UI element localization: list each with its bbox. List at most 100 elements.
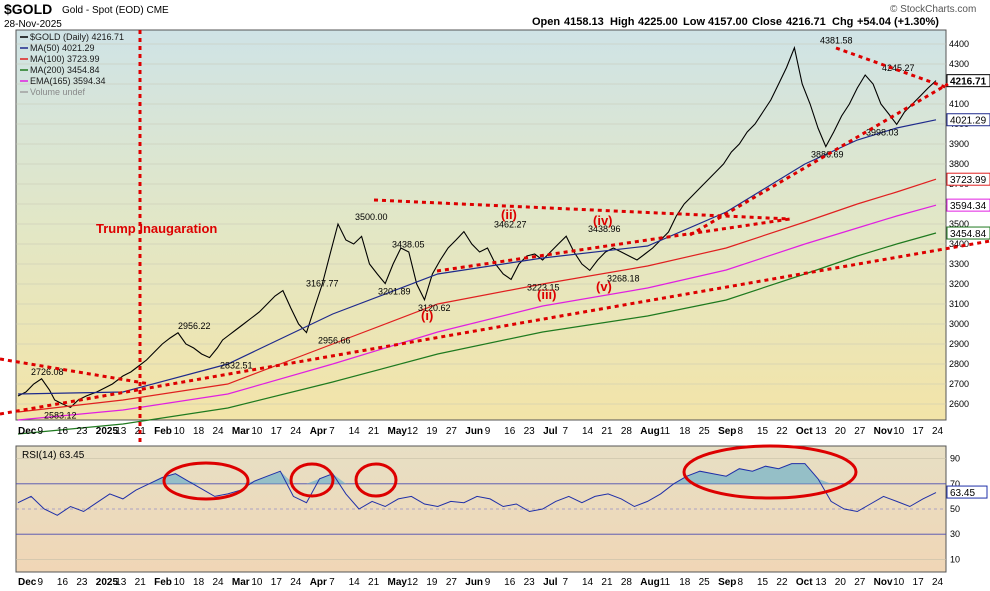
price-y-tick-label: 3200 bbox=[949, 279, 969, 289]
x-tick-label: 7 bbox=[563, 426, 569, 437]
x-tick-label: Jul bbox=[543, 577, 558, 588]
x-tick-label: May bbox=[387, 426, 407, 437]
price-label: 3998.03 bbox=[866, 127, 899, 137]
x-tick-label: Dec bbox=[18, 577, 37, 588]
x-tick-label: 9 bbox=[37, 426, 43, 437]
low-value: 4157.00 bbox=[708, 16, 748, 28]
x-tick-label: 13 bbox=[115, 426, 127, 437]
x-tick-label: 17 bbox=[913, 426, 925, 437]
elliott-wave-label: (v) bbox=[596, 279, 612, 294]
x-tick-label: 20 bbox=[835, 577, 847, 588]
legend-entry: $GOLD (Daily) 4216.71 bbox=[30, 32, 124, 42]
rsi-circle-apr-late bbox=[354, 462, 398, 498]
x-tick-label: 22 bbox=[776, 426, 788, 437]
x-tick-label: 14 bbox=[582, 426, 594, 437]
x-tick-label: 7 bbox=[329, 577, 335, 588]
x-tick-label: 23 bbox=[76, 577, 88, 588]
x-tick-label: 13 bbox=[815, 426, 827, 437]
price-tag-box bbox=[946, 226, 990, 240]
x-tick-label: 18 bbox=[679, 577, 691, 588]
ticker-subtitle: Gold - Spot (EOD) CME bbox=[62, 5, 169, 16]
x-tick-label: 23 bbox=[76, 426, 88, 437]
brand-watermark: © StockCharts.com bbox=[890, 4, 976, 15]
x-tick-label: 9 bbox=[485, 426, 491, 437]
rsi-tag: 63.45 bbox=[950, 488, 975, 499]
price-y-tick-label: 3100 bbox=[949, 299, 969, 309]
x-tick-label: 10 bbox=[893, 426, 905, 437]
x-tick-label: 10 bbox=[893, 577, 905, 588]
x-tick-label: 15 bbox=[757, 426, 769, 437]
open-value: 4158.13 bbox=[564, 16, 604, 28]
x-tick-label: 21 bbox=[135, 426, 147, 437]
price-tag: 4216.71 bbox=[950, 77, 987, 88]
x-tick-label: 11 bbox=[660, 426, 671, 437]
price-tag: 3594.34 bbox=[950, 201, 987, 212]
price-tag: 3723.99 bbox=[950, 175, 987, 186]
x-tick-label: Jun bbox=[465, 577, 483, 588]
elliott-wave-label: (i) bbox=[421, 308, 433, 323]
x-tick-label: 2025 bbox=[96, 577, 119, 588]
x-tick-label: Apr bbox=[310, 426, 327, 437]
rsi-circle-feb bbox=[162, 461, 250, 501]
high-value: 4225.00 bbox=[638, 16, 678, 28]
price-label: 2726.08 bbox=[31, 367, 64, 377]
price-series-line bbox=[17, 45, 937, 409]
x-tick-label: Mar bbox=[232, 426, 250, 437]
x-tick-label: 18 bbox=[193, 426, 205, 437]
x-tick-label: 16 bbox=[504, 577, 516, 588]
x-tick-label: 12 bbox=[407, 426, 419, 437]
x-tick-label: Apr bbox=[310, 577, 327, 588]
x-tick-label: 7 bbox=[563, 577, 569, 588]
price-y-tick-label: 2800 bbox=[949, 359, 969, 369]
x-tick-label: 9 bbox=[485, 577, 491, 588]
legend-entry: Volume undef bbox=[30, 87, 86, 97]
high-label: High bbox=[610, 16, 635, 28]
price-tag-box bbox=[946, 113, 990, 127]
moving-average-line bbox=[17, 119, 937, 395]
price-label: 3438.05 bbox=[392, 239, 425, 249]
price-y-tick-label: 3300 bbox=[949, 259, 969, 269]
rsi-title: RSI(14) 63.45 bbox=[22, 450, 85, 461]
legend-entry: MA(100) 3723.99 bbox=[30, 54, 100, 64]
price-grid bbox=[16, 43, 946, 405]
rsi-circle-apr bbox=[289, 462, 335, 498]
price-y-tick-label: 3000 bbox=[949, 319, 969, 329]
price-y-tick-label: 4400 bbox=[949, 39, 969, 49]
x-tick-label: 16 bbox=[504, 426, 516, 437]
x-tick-label: 8 bbox=[738, 426, 744, 437]
rsi-circle-sep-oct bbox=[682, 444, 858, 500]
price-label: 3268.18 bbox=[607, 273, 640, 283]
x-tick-label: Oct bbox=[796, 426, 813, 437]
legend-entry: MA(200) 3454.84 bbox=[30, 65, 100, 75]
trendlines bbox=[0, 46, 990, 416]
price-tag-box bbox=[946, 74, 990, 88]
legend-entry: EMA(165) 3594.34 bbox=[30, 76, 106, 86]
x-tick-label: 14 bbox=[349, 426, 361, 437]
rsi-y-tick-label: 90 bbox=[950, 454, 960, 464]
price-tag: 4021.29 bbox=[950, 116, 987, 127]
x-tick-label: 17 bbox=[271, 426, 283, 437]
x-tick-label: 7 bbox=[329, 426, 335, 437]
price-series-layer bbox=[17, 45, 937, 435]
x-tick-label: 13 bbox=[115, 577, 127, 588]
x-tick-label: Mar bbox=[232, 577, 250, 588]
x-tick-label: 10 bbox=[251, 426, 263, 437]
ticker-title: $GOLD bbox=[4, 1, 52, 17]
x-tick-label: Nov bbox=[874, 426, 893, 437]
x-tick-label: 16 bbox=[57, 577, 69, 588]
x-tick-label: 23 bbox=[524, 577, 536, 588]
price-label: 2956.22 bbox=[178, 321, 211, 331]
price-label: 3201.89 bbox=[378, 287, 411, 297]
x-tick-label: 14 bbox=[582, 577, 594, 588]
x-tick-label: 24 bbox=[290, 577, 302, 588]
x-tick-label: Oct bbox=[796, 577, 813, 588]
trendline-triangle-top bbox=[373, 198, 791, 221]
trendline-triangle-bottom bbox=[436, 217, 791, 273]
price-y-tick-label: 4300 bbox=[949, 59, 969, 69]
x-tick-label: 17 bbox=[271, 577, 283, 588]
x-tick-label: May bbox=[387, 577, 407, 588]
legend-entry: MA(50) 4021.29 bbox=[30, 43, 95, 53]
